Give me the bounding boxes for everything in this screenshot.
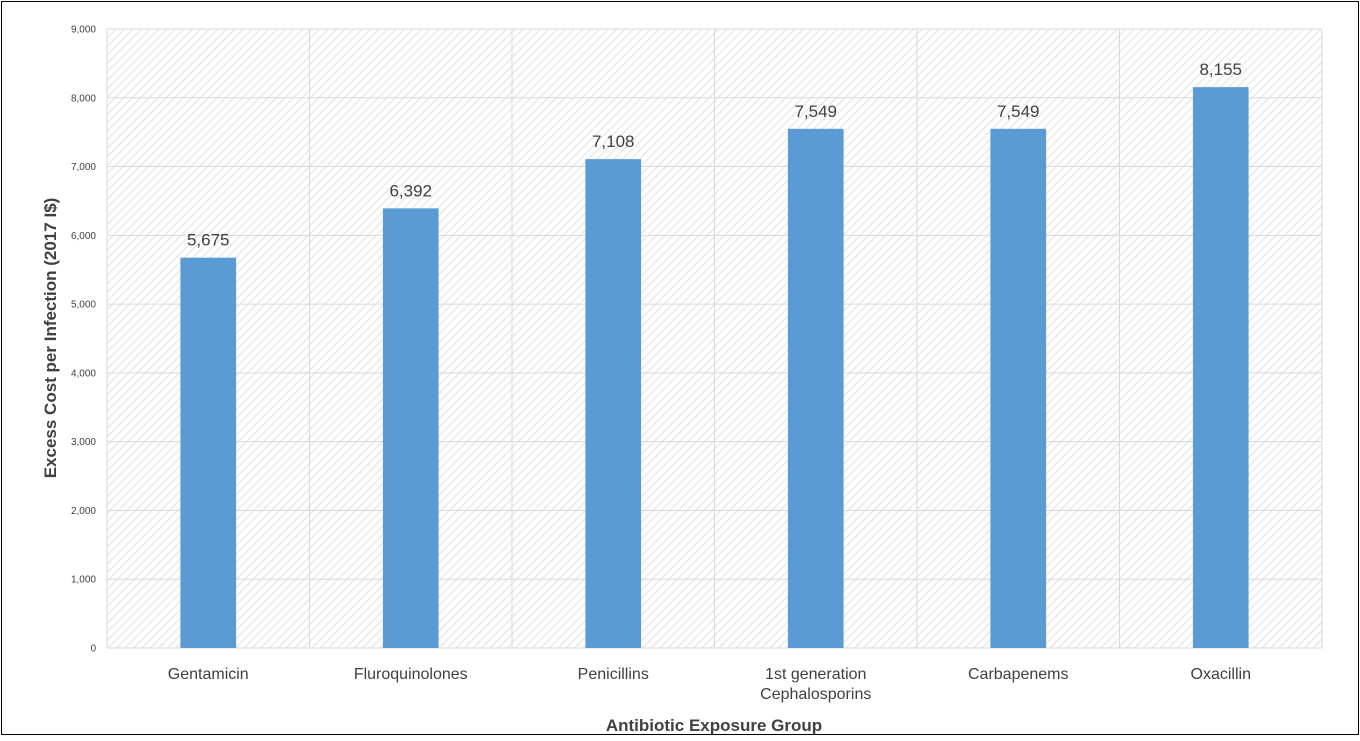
data-label: 7,549 [794,102,837,121]
data-labels: 5,675 6,392 7,108 7,549 7,549 8,155 [187,60,1242,250]
y-tick-label: 5,000 [71,300,96,311]
y-tick-label: 4,000 [71,368,96,379]
x-tick-label: 1st generation [765,666,866,683]
data-label: 6,392 [389,181,432,200]
y-tick-label: 6,000 [71,231,96,242]
y-tick-label: 3,000 [71,437,96,448]
data-label: 8,155 [1199,60,1242,79]
bar [787,128,844,648]
data-label: 5,675 [187,231,230,250]
bar [382,208,439,649]
y-axis-title: Excess Cost per Infection (2017 I$) [41,198,60,479]
bar [180,257,237,648]
data-label: 7,108 [592,132,635,151]
x-axis-title: Antibiotic Exposure Group [606,716,822,735]
x-tick-label: Cephalosporins [760,686,871,703]
bars [180,87,1249,649]
y-tick-label: 1,000 [71,575,96,586]
bar [1192,87,1249,648]
x-tick-label: Oxacillin [1191,666,1251,683]
y-tick-label: 8,000 [71,93,96,104]
grid-lines [106,28,1323,649]
x-tick-label: Penicillins [578,666,649,683]
bar [990,128,1047,648]
y-axis-ticks: 0 1,000 2,000 3,000 4,000 5,000 6,000 7,000 8,00… [71,25,96,655]
x-tick-label: Carbapenems [968,666,1069,683]
data-label: 7,549 [997,102,1040,121]
x-tick-label: Fluroquinolones [354,666,468,683]
x-tick-label: Gentamicin [168,666,249,683]
x-axis-ticks: Gentamicin Fluroquinolones Penicillins 1st … [168,666,1251,703]
y-tick-label: 9,000 [71,25,96,36]
bar [585,159,642,648]
y-tick-label: 2,000 [71,506,96,517]
y-tick-label: 0 [90,644,96,655]
y-tick-label: 7,000 [71,162,96,173]
